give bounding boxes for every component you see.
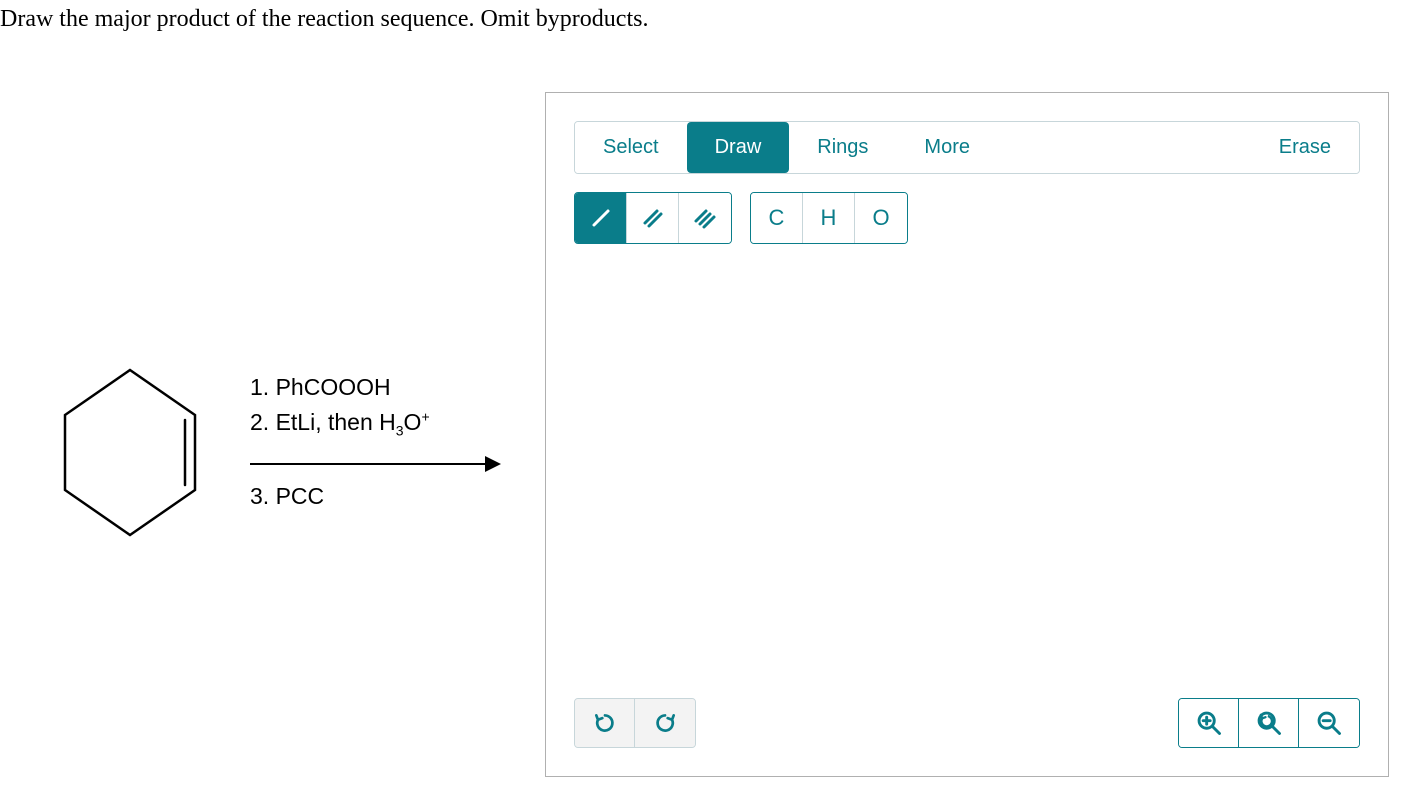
tab-erase[interactable]: Erase — [1251, 122, 1359, 173]
reagent-step-3: 3. PCC — [250, 479, 430, 514]
single-bond-icon — [587, 204, 615, 232]
bottom-bar — [574, 698, 1360, 748]
redo-button[interactable] — [635, 699, 695, 747]
zoom-reset-button[interactable] — [1239, 699, 1299, 747]
double-bond-icon — [639, 204, 667, 232]
reaction-arrow-head — [485, 456, 501, 472]
atom-c-button[interactable]: C — [751, 193, 803, 243]
triple-bond-icon — [691, 204, 719, 232]
tab-select[interactable]: Select — [575, 122, 687, 173]
undo-button[interactable] — [575, 699, 635, 747]
starting-material — [50, 360, 210, 540]
zoom-out-button[interactable] — [1299, 699, 1359, 747]
bond-tool-group — [574, 192, 732, 244]
reagent-2-mid: O — [404, 409, 422, 435]
double-bond-button[interactable] — [627, 193, 679, 243]
atom-o-button[interactable]: O — [855, 193, 907, 243]
reagent-2-sub: 3 — [396, 422, 404, 438]
reagent-2-prefix: 2. EtLi, then H — [250, 409, 396, 435]
reagent-list: 1. PhCOOOH 2. EtLi, then H3O+ 3. PCC — [250, 370, 430, 514]
zoom-in-button[interactable] — [1179, 699, 1239, 747]
atom-tool-group: C H O — [750, 192, 908, 244]
reagent-2-sup: + — [421, 408, 429, 424]
undo-redo-group — [574, 698, 696, 748]
tab-rings[interactable]: Rings — [789, 122, 896, 173]
reagent-step-1: 1. PhCOOOH — [250, 370, 430, 405]
reagent-step-2: 2. EtLi, then H3O+ — [250, 405, 430, 442]
redo-icon — [652, 710, 678, 736]
zoom-out-icon — [1315, 709, 1343, 737]
zoom-in-icon — [1195, 709, 1223, 737]
tab-draw[interactable]: Draw — [687, 122, 790, 173]
cyclohexene-structure — [50, 360, 210, 540]
tab-more[interactable]: More — [896, 122, 998, 173]
triple-bond-button[interactable] — [679, 193, 731, 243]
mode-tabs: Select Draw Rings More Erase — [574, 121, 1360, 174]
structure-editor: Select Draw Rings More Erase — [545, 92, 1389, 777]
zoom-group — [1178, 698, 1360, 748]
reaction-arrow-line — [250, 463, 490, 465]
zoom-reset-icon — [1255, 709, 1283, 737]
question-text: Draw the major product of the reaction s… — [0, 6, 648, 33]
undo-icon — [592, 710, 618, 736]
single-bond-button[interactable] — [575, 193, 627, 243]
toolbar-area: Select Draw Rings More Erase — [546, 93, 1388, 244]
atom-h-button[interactable]: H — [803, 193, 855, 243]
bond-atom-toolbar: C H O — [574, 192, 1360, 244]
